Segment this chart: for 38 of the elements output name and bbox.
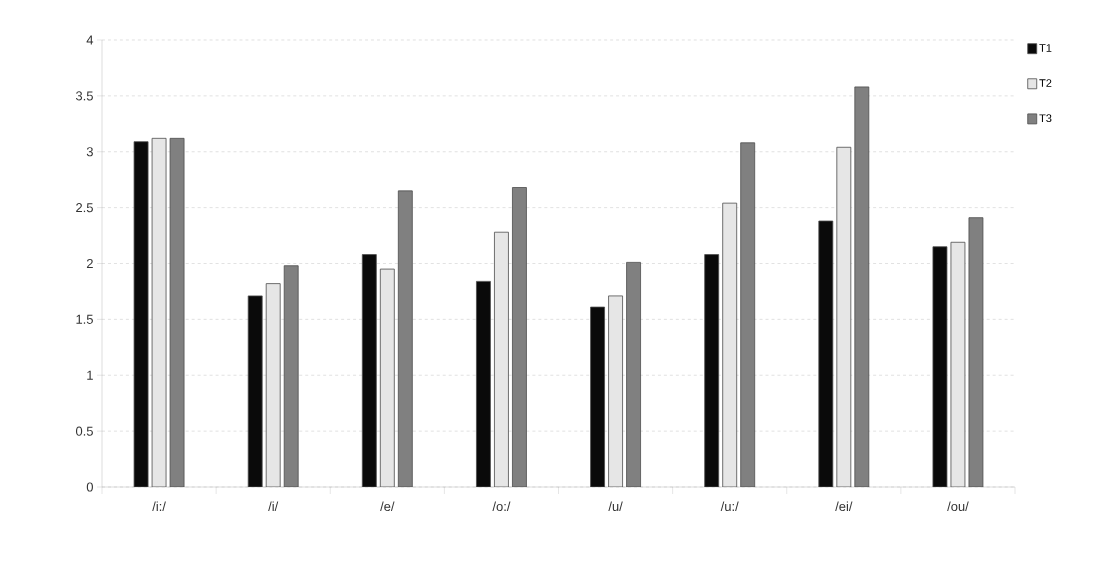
y-tick-label: 3.5 <box>75 91 93 101</box>
x-tick-label: /e/ <box>380 501 395 512</box>
x-tick-label: /u/ <box>608 501 623 512</box>
x-tick-label: /i/ <box>268 501 279 512</box>
bar <box>494 231 509 487</box>
bar <box>512 187 527 487</box>
y-tick-label: 1.5 <box>76 314 93 324</box>
bar <box>397 190 413 487</box>
bar <box>247 295 263 487</box>
bar <box>379 268 395 487</box>
x-tick-label: /ou/ <box>947 501 969 512</box>
y-tick-label: 2 <box>86 258 93 269</box>
legend-label: T2 <box>1039 79 1052 87</box>
x-tick-label: /o:/ <box>492 501 511 512</box>
y-tick-label: 1 <box>87 370 93 380</box>
y-tick-label: 4 <box>86 35 94 45</box>
y-tick-label: 0 <box>86 482 93 492</box>
y-tick-label: 2.5 <box>76 203 93 213</box>
legend-label: T3 <box>1039 114 1052 123</box>
bar <box>608 295 623 487</box>
bar <box>283 265 299 487</box>
x-tick-label: /u:/ <box>720 501 739 512</box>
bar <box>361 254 377 487</box>
y-tick-label: 0.5 <box>75 426 93 436</box>
x-tick-label: /i:/ <box>152 501 166 512</box>
legend-label: T1 <box>1039 44 1052 52</box>
y-tick-label: 3 <box>86 147 93 157</box>
bar <box>818 220 834 487</box>
bar <box>704 254 720 487</box>
bar <box>854 86 870 487</box>
bar <box>265 283 281 487</box>
bar <box>740 142 756 487</box>
bar <box>626 261 641 487</box>
x-tick-label: /ei/ <box>835 501 853 512</box>
bar <box>590 306 605 487</box>
bar <box>722 202 738 487</box>
bar <box>836 146 852 487</box>
bar <box>476 280 491 487</box>
